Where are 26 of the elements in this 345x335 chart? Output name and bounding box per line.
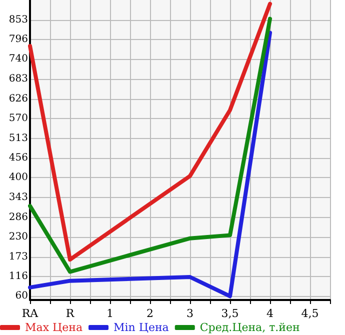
y-tick-label: 116 — [8, 271, 28, 282]
y-tick-label: 570 — [8, 112, 28, 124]
y-tick-label: 796 — [8, 34, 28, 46]
y-tick-label: 853 — [8, 14, 28, 26]
legend-label: Min Цена — [114, 321, 170, 334]
x-tick-label: 4,5 — [301, 307, 319, 320]
y-tick-label: 173 — [8, 251, 28, 262]
y-tick-label: 740 — [8, 54, 28, 65]
legend-label: Сред.Цена, т.йен — [200, 321, 300, 334]
x-tick-label: 3,5 — [221, 307, 239, 320]
x-tick-label: 3 — [186, 307, 194, 320]
y-tick-label: 456 — [8, 152, 28, 164]
y-tick-label: 60 — [15, 290, 28, 302]
x-tick-label: 1 — [106, 307, 114, 320]
y-tick-label: 626 — [8, 93, 28, 104]
legend-label: Max Цена — [25, 321, 83, 334]
x-tick-label: R — [66, 307, 75, 320]
y-tick-label: 513 — [8, 132, 28, 144]
y-tick-label: 230 — [8, 231, 28, 242]
x-tick-label: RA — [22, 307, 40, 320]
y-tick-label: 400 — [8, 172, 28, 184]
x-tick-label: 4 — [266, 307, 274, 320]
y-tick-label: 683 — [8, 74, 28, 85]
y-tick-label: 343 — [8, 192, 28, 204]
y-tick-label: 286 — [8, 212, 28, 223]
x-tick-label: 2 — [146, 307, 154, 320]
